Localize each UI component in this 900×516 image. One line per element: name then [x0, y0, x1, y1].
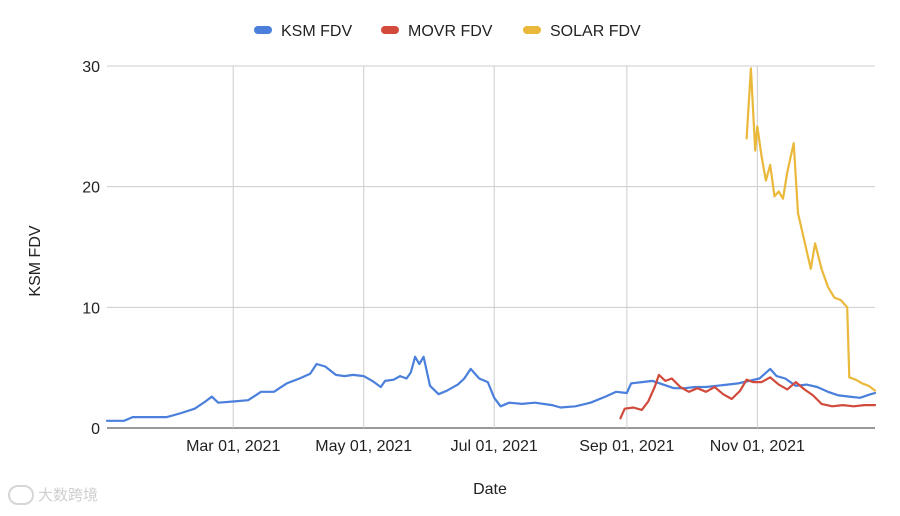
y-tick-label: 0	[91, 421, 100, 438]
gridlines	[107, 65, 875, 429]
series-lines	[105, 67, 877, 422]
y-axis-title: KSM FDV	[27, 225, 44, 296]
x-tick-label: May 01, 2021	[315, 438, 412, 455]
x-tick-label: Mar 01, 2021	[186, 438, 280, 455]
x-tick-label: Nov 01, 2021	[710, 438, 805, 455]
y-tick-label: 30	[82, 59, 100, 76]
series-line-movr-fdv	[619, 373, 877, 420]
legend-label: MOVR FDV	[408, 23, 493, 40]
series-line-solar-fdv	[745, 67, 877, 392]
legend-swatch	[523, 26, 541, 34]
x-axis-ticks: Mar 01, 2021 May 01, 2021 Jul 01, 2021 Sep …	[186, 438, 805, 455]
x-axis-title: Date	[473, 481, 507, 498]
legend-swatch	[254, 26, 272, 34]
watermark-logo-icon	[8, 484, 34, 505]
x-tick-label: Jul 01, 2021	[451, 438, 538, 455]
y-tick-label: 10	[82, 300, 100, 317]
watermark-text: 大数跨境	[38, 486, 99, 504]
y-tick-label: 20	[82, 180, 100, 197]
legend-swatch	[381, 26, 399, 34]
y-axis-ticks: 0 10 20 30	[82, 59, 100, 438]
legend-label: KSM FDV	[281, 23, 352, 40]
legend: KSM FDV MOVR FDV SOLAR FDV	[254, 23, 641, 40]
legend-label: SOLAR FDV	[550, 23, 641, 40]
series-line-ksm-fdv	[105, 355, 877, 422]
watermark: 大数跨境	[8, 484, 98, 505]
x-tick-label: Sep 01, 2021	[579, 438, 674, 455]
